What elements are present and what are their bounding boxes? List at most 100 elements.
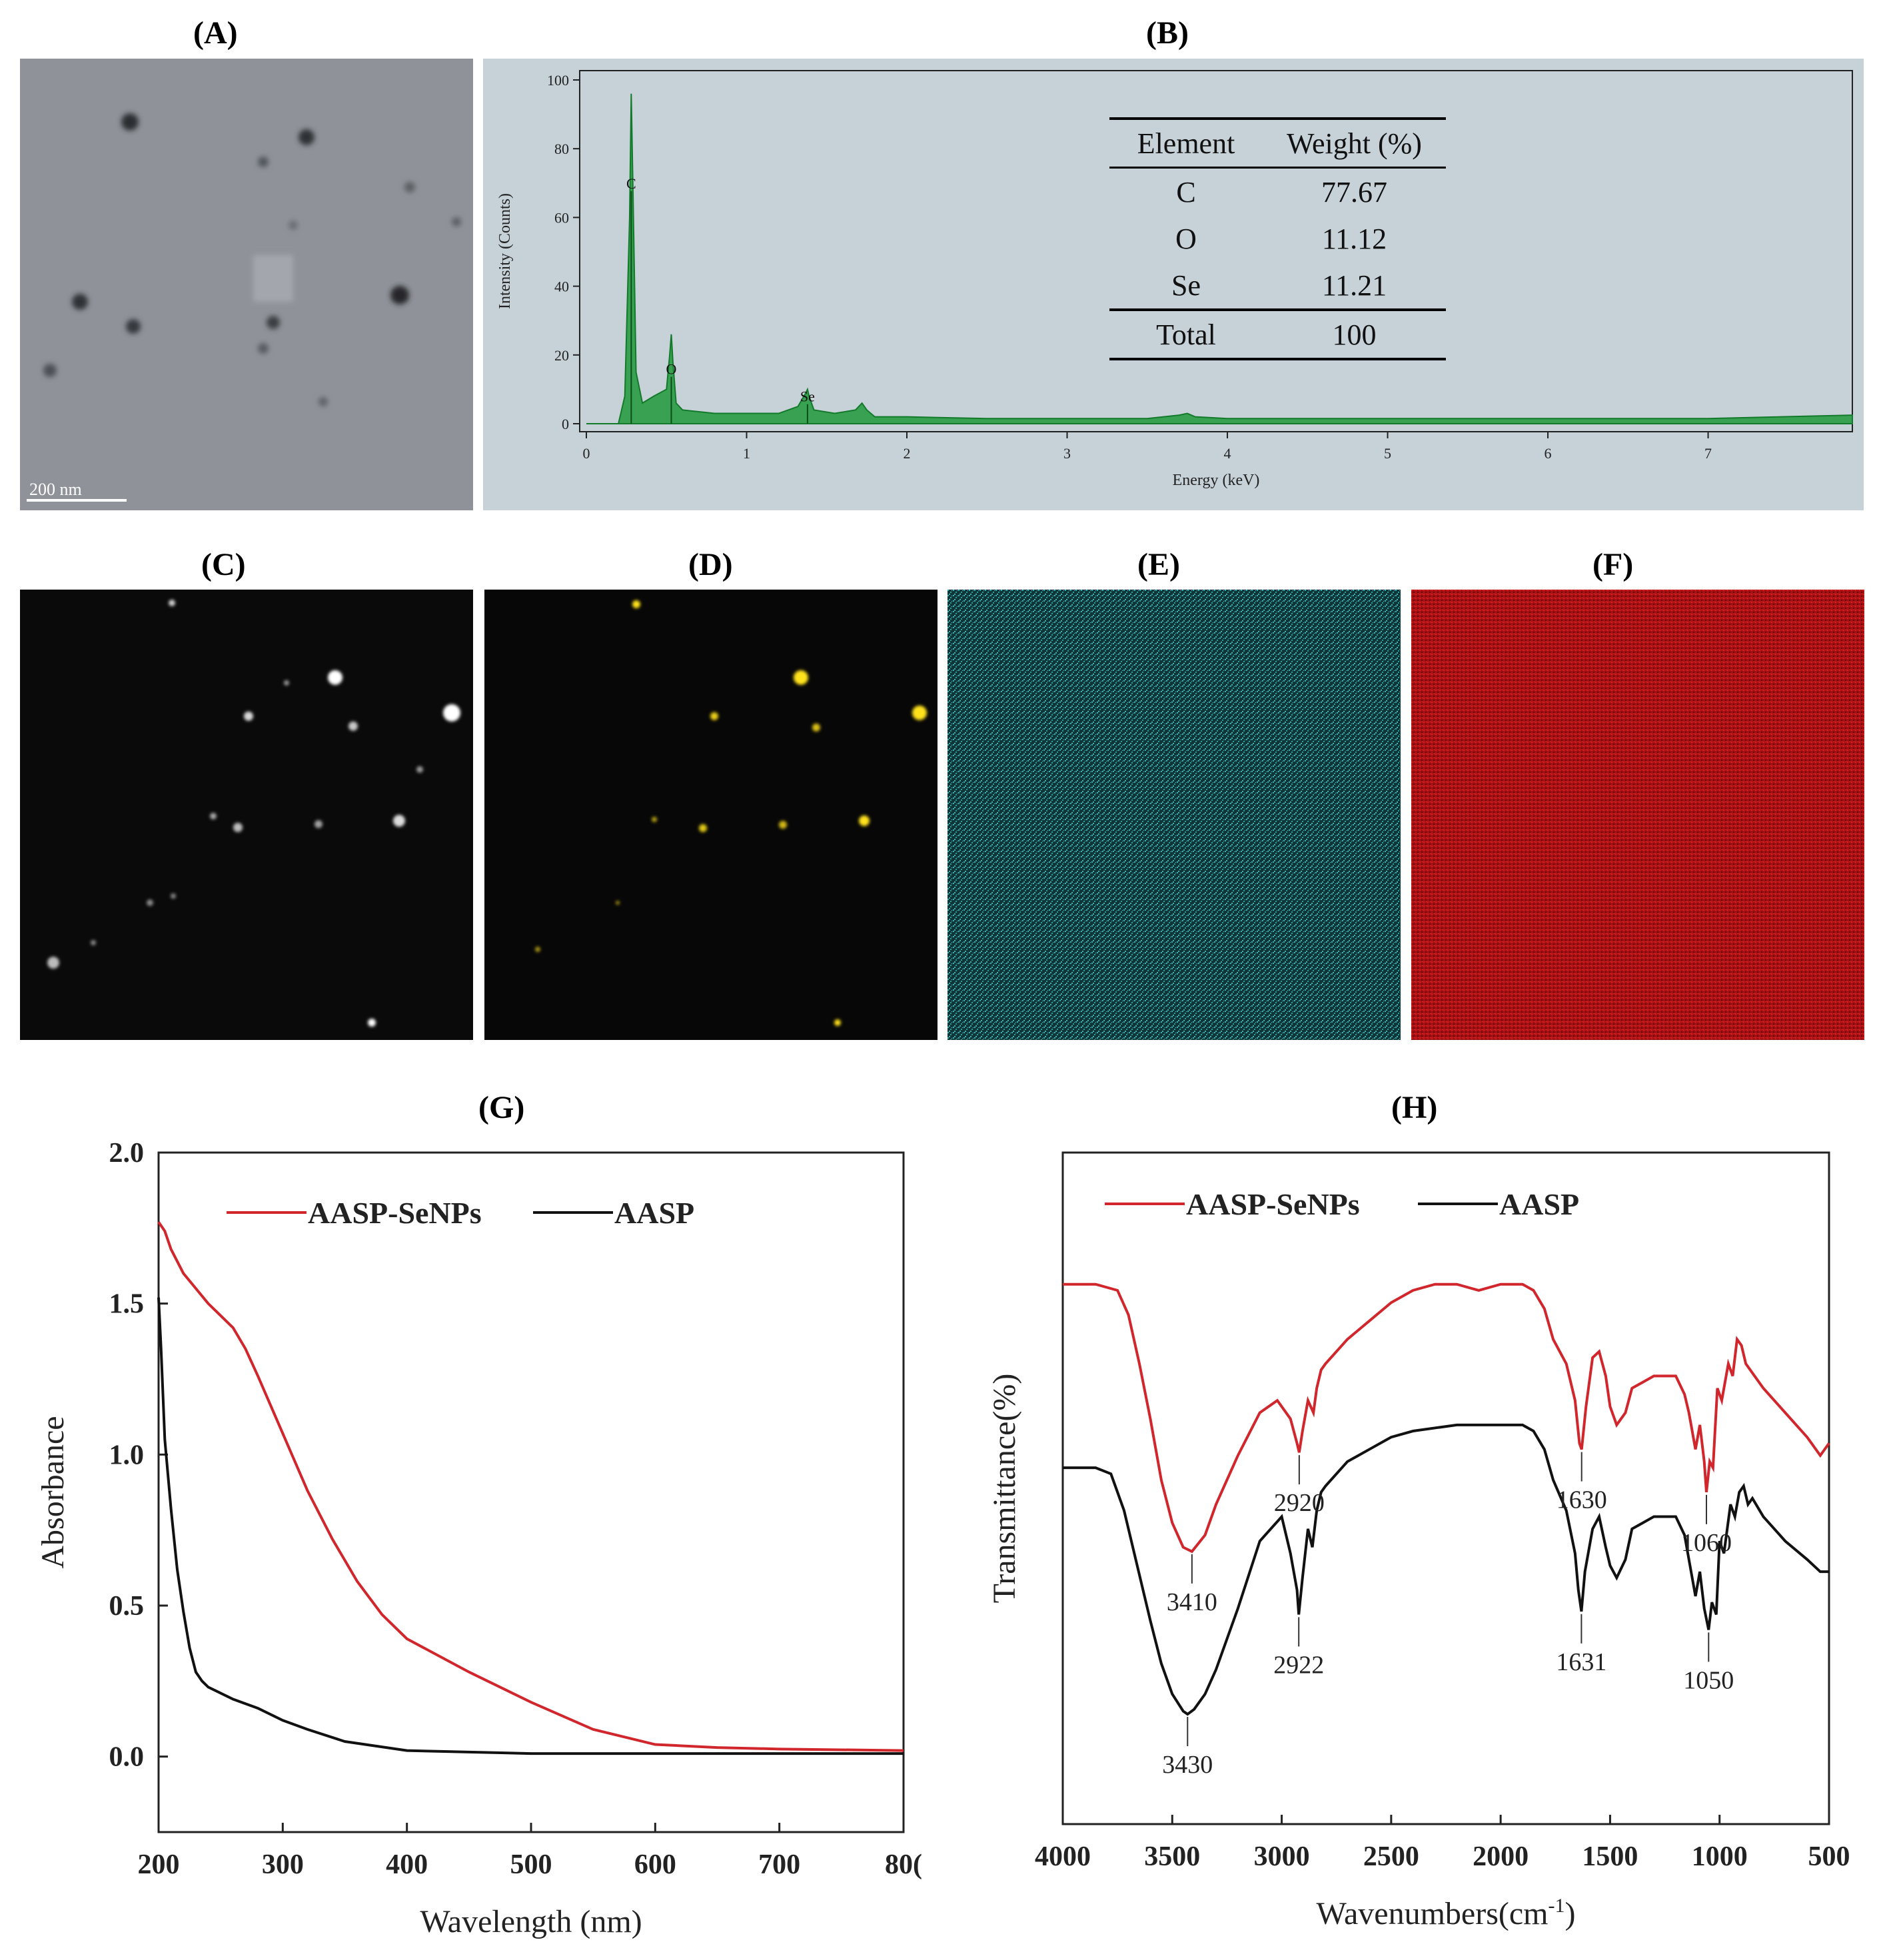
ftir-plot-frame: [1061, 1151, 1830, 1825]
ftir-legend-label: AASP-SeNPs: [1186, 1187, 1360, 1221]
uv-series-aasp-senps: [157, 1221, 904, 1752]
eds-x-tick-label: 6: [1545, 445, 1552, 462]
panel-label-h: (H): [1391, 1090, 1438, 1125]
uv-x-tick-label: 700: [758, 1849, 800, 1880]
uv-x-tick-label: 500: [510, 1849, 552, 1880]
eds-x-tick-label: 5: [1384, 445, 1391, 462]
eds-weight-se: 11.21: [1321, 268, 1387, 302]
eds-x-tick-label: 0: [583, 445, 590, 462]
eds-table-row: Se 11.21: [1109, 262, 1446, 308]
eds-total-value: 100: [1332, 318, 1377, 351]
tem-particle-group: [43, 113, 461, 406]
eds-element-se: Se: [1171, 268, 1201, 302]
eds-weight-o: 11.12: [1321, 222, 1387, 255]
eds-x-tick-label: 2: [904, 445, 911, 462]
se-map-dots: [535, 600, 927, 1026]
uv-x-tick-label: 200: [138, 1849, 180, 1880]
haadf-image: [20, 590, 473, 1040]
eds-table-total-row: Total 100: [1109, 308, 1446, 358]
uv-x-tick-label: 400: [386, 1849, 428, 1880]
eds-peak-label: Se: [800, 388, 815, 405]
uv-y-tick-label: 1.5: [109, 1289, 145, 1320]
uv-legend-label: AASP-SeNPs: [308, 1196, 482, 1230]
eds-spectrum-area: [586, 93, 1853, 424]
ftir-x-tick-label: 1500: [1582, 1841, 1638, 1872]
eds-plot-frame: [579, 70, 1853, 432]
uv-x-tick-label: 80(: [885, 1849, 922, 1880]
ftir-peak-label: 3410: [1167, 1588, 1217, 1616]
c-element-map: [1411, 590, 1864, 1040]
uv-y-tick-label: 2.0: [109, 1138, 145, 1169]
ftir-x-tick-label: 3500: [1144, 1841, 1200, 1872]
ftir-series-aasp-senps: [1063, 1282, 1830, 1554]
eds-peak-label: O: [666, 360, 677, 377]
se-element-map: [484, 590, 938, 1040]
eds-peak-label: C: [626, 175, 636, 192]
ftir-x-axis-label-sup: -1: [1549, 1895, 1565, 1917]
eds-table-row: C 77.67: [1109, 169, 1446, 215]
uv-plot-frame: [157, 1151, 905, 1833]
eds-element-c: C: [1176, 175, 1196, 209]
panel-label-f: (F): [1592, 547, 1634, 582]
o-element-map: [947, 590, 1401, 1040]
c-map-texture: [1411, 590, 1864, 1040]
eds-weight-table: Element Weight (%) C 77.67 O 11.12 Se 11…: [1109, 117, 1446, 360]
ftir-y-axis-label: Transmittance(%): [987, 1374, 1022, 1604]
ftir-peak-label: 3430: [1162, 1751, 1213, 1779]
ftir-chart: 4000 3500 3000 2500 2000 1500 1000 500 3410 2920…: [987, 1151, 1850, 1931]
uv-x-axis-label: Wavelength (nm): [420, 1904, 642, 1939]
uv-y-tick-label: 1.0: [109, 1440, 145, 1470]
eds-y-tick-label: 20: [554, 347, 569, 364]
uv-legend-label: AASP: [614, 1196, 694, 1230]
eds-x-tick-label: 7: [1704, 445, 1712, 462]
eds-header-weight: Weight (%): [1287, 127, 1422, 160]
eds-weight-c: 77.67: [1321, 175, 1387, 209]
panel-label-a: (A): [193, 15, 238, 51]
scale-bar-label: 200 nm: [29, 480, 82, 499]
ftir-x-tick-label: 500: [1808, 1841, 1850, 1872]
panel-label-g: (G): [478, 1090, 525, 1125]
ftir-x-tick-label: 1000: [1692, 1841, 1748, 1872]
eds-panel: 0 1 2 3 4 5 6 7 0 20 40 60 80 100 C O Se Energy (keV) I…: [483, 59, 1864, 510]
uv-x-tick-label: 600: [634, 1849, 676, 1880]
eds-x-tick-label: 4: [1224, 445, 1231, 462]
eds-x-tick-label: 3: [1063, 445, 1071, 462]
panel-label-e: (E): [1137, 547, 1180, 582]
o-map-texture: [947, 590, 1401, 1040]
ftir-peak-label: 1060: [1681, 1529, 1732, 1557]
ftir-x-tick-label: 2500: [1363, 1841, 1419, 1872]
haadf-particles: [47, 600, 460, 1027]
uv-vis-chart: 200 300 400 500 600 700 80(0.0 0.5 1.0 1.5 2.0 AAS…: [35, 1138, 922, 1939]
uv-series-aasp: [157, 1297, 904, 1755]
uv-x-tick-label: 300: [262, 1849, 304, 1880]
eds-table-header: Element Weight (%): [1109, 120, 1446, 169]
ftir-peak-label: 1631: [1556, 1648, 1606, 1676]
eds-total-label: Total: [1156, 318, 1216, 351]
eds-y-tick-label: 100: [547, 72, 569, 89]
tem-image: 200 nm: [20, 59, 473, 510]
tem-particles: 200 nm: [20, 59, 473, 510]
panel-label-d: (D): [688, 547, 733, 582]
eds-header-element: Element: [1137, 127, 1235, 160]
ftir-series-aasp: [1063, 1423, 1829, 1716]
ftir-legend-label: AASP: [1499, 1187, 1579, 1221]
eds-element-o: O: [1175, 222, 1197, 255]
eds-y-tick-label: 40: [554, 278, 569, 295]
ftir-x-tick-label: 4000: [1035, 1841, 1091, 1872]
ftir-x-axis-label-end: ): [1565, 1896, 1576, 1931]
eds-y-axis-label: Intensity (Counts): [496, 193, 514, 309]
eds-y-tick-label: 0: [562, 416, 569, 432]
eds-y-tick-label: 80: [554, 141, 569, 157]
ftir-x-axis-label: Wavenumbers(cm-1): [1317, 1895, 1576, 1931]
uv-y-tick-label: 0.5: [109, 1591, 145, 1622]
ftir-peak-label: 2920: [1274, 1489, 1325, 1517]
ftir-x-tick-label: 2000: [1473, 1841, 1529, 1872]
ftir-x-tick-label: 3000: [1254, 1841, 1310, 1872]
ftir-peak-label: 1050: [1683, 1666, 1734, 1694]
eds-x-axis-label: Energy (keV): [1173, 472, 1260, 489]
ftir-peak-label: 1630: [1557, 1486, 1607, 1514]
panel-label-c: (C): [201, 547, 246, 582]
uv-y-axis-label: Absorbance: [35, 1416, 71, 1568]
eds-x-tick-label: 1: [743, 445, 750, 462]
